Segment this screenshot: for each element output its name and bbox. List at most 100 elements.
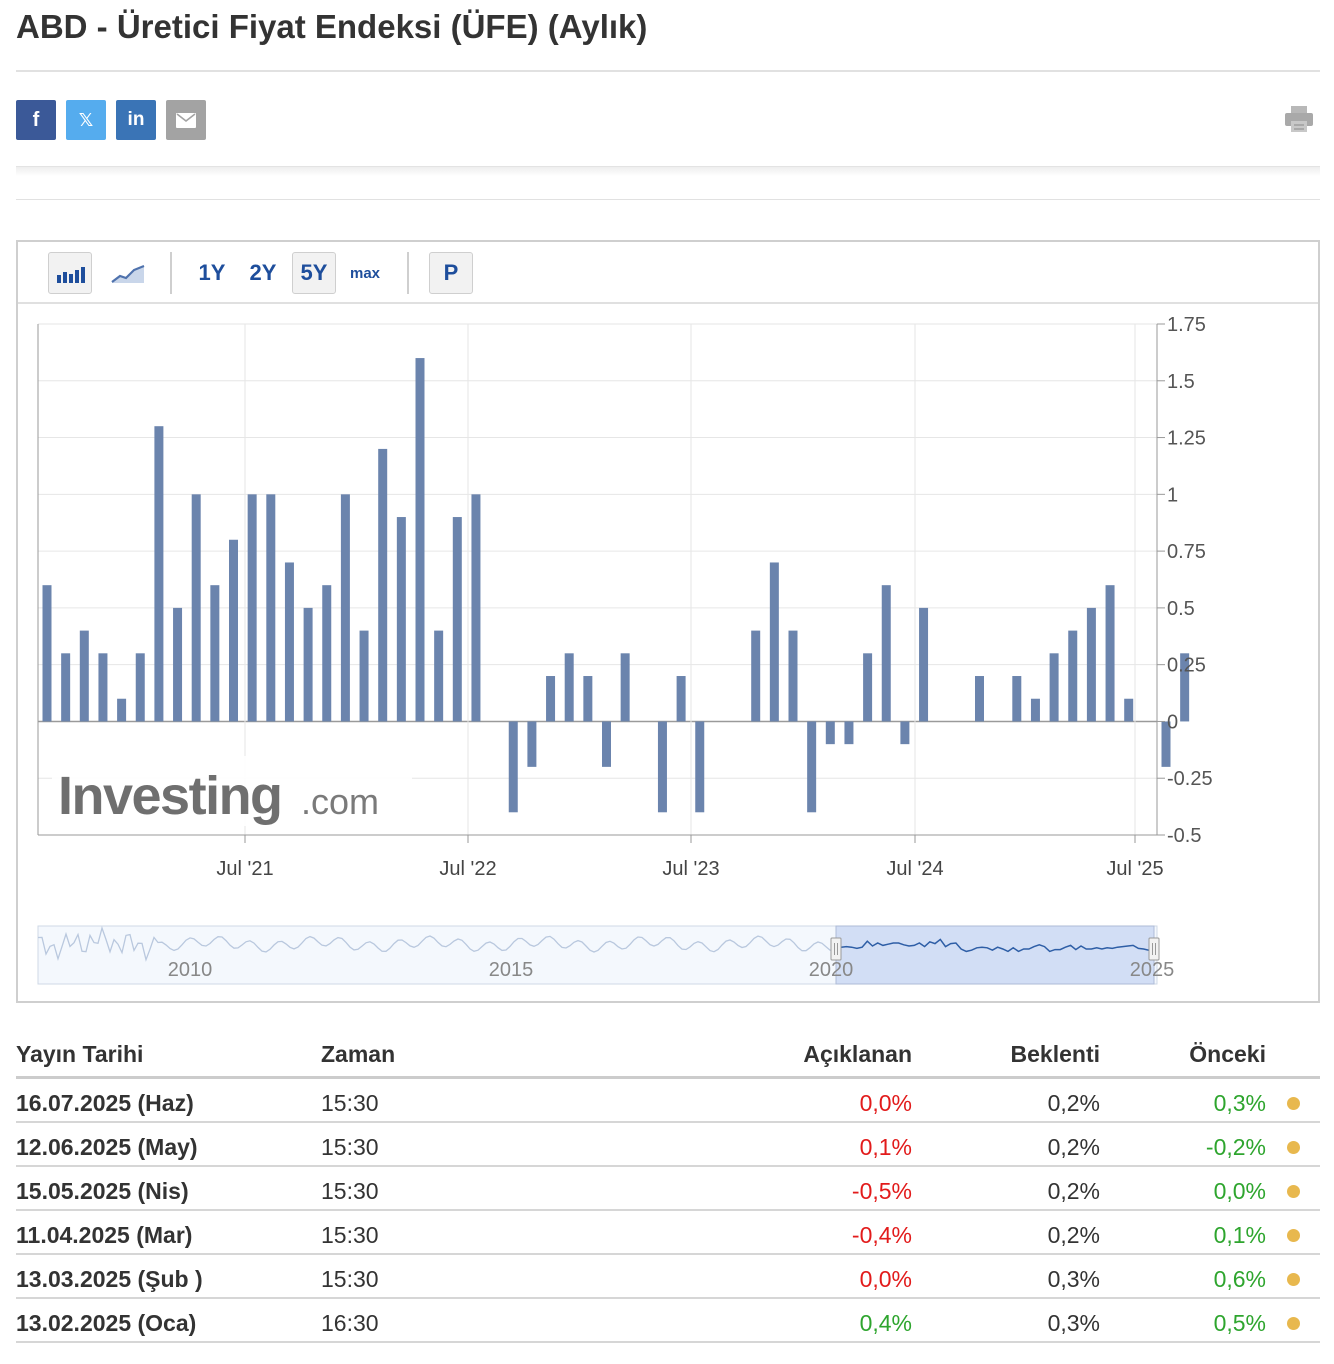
ppi-bar-chart: Investing .com 1.75 1.5 1.25 1 0.75 0.5 0.25 0 -0… [37,314,1213,985]
facebook-icon: f [32,108,40,131]
importance-dot-icon [1287,1141,1300,1154]
table-row: 15.05.2025 (Nis) 15:30 -0,5% 0,2% 0,0% [16,1167,1320,1211]
date-cell: 16.07.2025 (Haz) [16,1090,194,1116]
table-row: 11.04.2025 (Mar) 15:30 -0,4% 0,2% 0,1% [16,1211,1320,1255]
bar [191,494,201,722]
y-tick-label: 0 [1167,711,1178,733]
actual-cell: 0,1% [859,1134,912,1160]
bar [247,494,257,722]
bar [229,539,238,722]
bar [975,676,984,722]
y-tick-label: -0.5 [1167,825,1201,847]
facebook-share-button[interactable]: f [16,100,56,140]
watermark-backdrop [52,756,412,826]
investing-logo: Investing [58,766,282,826]
line-chart-button[interactable] [106,252,150,294]
bar [788,630,798,722]
x-tick-label: Jul '22 [439,858,496,880]
bar [359,630,369,722]
previous-cell: 0,6% [1213,1266,1266,1292]
section-divider [16,199,1320,200]
navigator-right-handle[interactable] [1148,937,1160,961]
bar [807,721,817,813]
time-cell: 15:30 [321,1222,379,1248]
bar [657,721,667,813]
bar [900,721,910,745]
bar-chart-button[interactable] [48,252,92,294]
y-tick-label: 0.75 [1167,541,1206,563]
bar [154,426,164,722]
bar [676,676,686,722]
y-tick-label: 0.25 [1167,655,1206,677]
range-5y-button[interactable]: 5Y [292,252,336,294]
linkedin-share-button[interactable]: in [116,100,156,140]
previous-cell: -0,2% [1205,1134,1266,1160]
table-row: 13.02.2025 (Oca) 16:30 0,4% 0,3% 0,5% [16,1299,1320,1343]
y-tick-label: -0.25 [1167,768,1213,790]
forecast-cell: 0,3% [1047,1266,1100,1292]
bar [1049,653,1059,722]
y-tick-label: 1.5 [1167,371,1195,393]
bar [284,562,294,722]
navigator-year-label: 2015 [489,959,534,981]
date-cell: 12.06.2025 (May) [16,1134,198,1160]
bar [117,698,127,722]
header-time[interactable]: Zaman [321,1041,396,1067]
bar [564,653,574,722]
bar [42,585,52,722]
bar [1105,585,1115,722]
bar [620,653,630,722]
header-actual[interactable]: Açıklanan [803,1041,912,1067]
bar [546,676,556,722]
actual-cell: 0,0% [859,1090,912,1116]
header-previous[interactable]: Önceki [1189,1041,1266,1067]
range-max-button[interactable]: max [349,264,381,282]
y-tick-label: 0.5 [1167,598,1195,620]
range-2y-button[interactable]: 2Y [249,260,277,285]
range-1y-button[interactable]: 1Y [198,260,226,285]
actual-cell: -0,4% [851,1222,912,1248]
importance-dot-icon [1287,1317,1300,1330]
importance-dot-icon [1287,1229,1300,1242]
p-button[interactable]: P [429,252,473,294]
bar [508,721,518,813]
bar [396,517,406,722]
previous-cell: 0,0% [1213,1178,1266,1204]
page-title: ABD - Üretici Fiyat Endeksi (ÜFE) (Aylık… [16,8,648,45]
navigator-selection [835,925,1155,985]
y-tick-label: 1 [1167,484,1178,506]
printer-icon[interactable] [1284,104,1314,134]
line-chart-icon [111,264,145,283]
header-date[interactable]: Yayın Tarihi [16,1041,144,1067]
bar [695,721,705,813]
header-forecast[interactable]: Beklenti [1010,1041,1100,1067]
email-share-button[interactable] [166,100,206,140]
toolbar-separator [407,252,409,294]
importance-dot-icon [1287,1185,1300,1198]
bar-chart-icon [57,267,85,283]
bar [303,607,313,722]
bar [769,562,779,722]
importance-dot-icon [1287,1097,1300,1110]
date-cell: 15.05.2025 (Nis) [16,1178,189,1204]
bar [583,676,593,722]
previous-cell: 0,5% [1213,1310,1266,1336]
navigator-left-handle[interactable] [830,937,842,961]
bar [844,721,854,745]
share-bar: f 𝕏 in [16,100,206,140]
bar [919,607,929,722]
twitter-share-button[interactable]: 𝕏 [66,100,106,140]
separator-shadow [16,166,1320,176]
table-row: 12.06.2025 (May) 15:30 0,1% 0,2% -0,2% [16,1123,1320,1167]
bar [751,630,761,722]
bar [471,494,481,722]
bar [602,721,611,767]
navigator-year-label: 2010 [168,959,213,981]
bar [825,721,835,745]
bar [881,585,891,722]
bar [61,653,71,722]
previous-cell: 0,3% [1213,1090,1266,1116]
y-tick-label: 1.25 [1167,428,1206,450]
bar [434,630,444,722]
y-tick-label: 1.75 [1167,314,1206,336]
